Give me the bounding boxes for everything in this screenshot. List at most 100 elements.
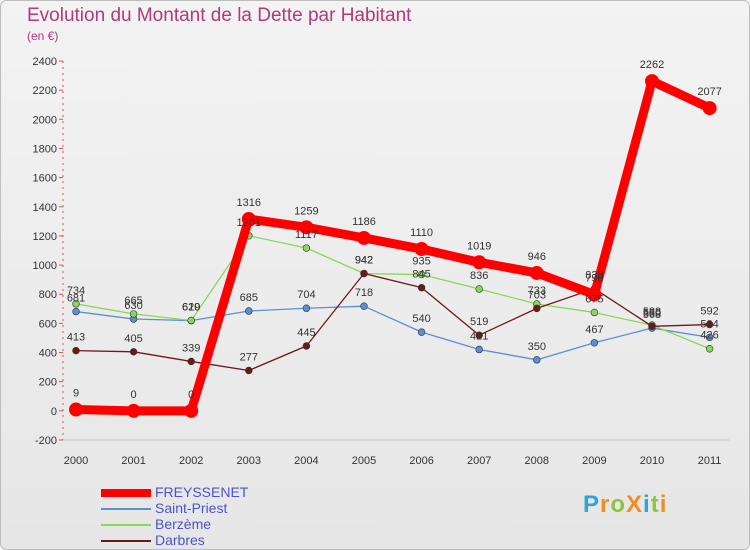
- series-line-darbres: [75, 272, 711, 372]
- data-point: [702, 101, 717, 116]
- logo-letter: t: [650, 491, 660, 518]
- x-tick-label: 2002: [179, 455, 203, 467]
- data-point: [187, 316, 195, 325]
- data-point: [705, 320, 714, 329]
- data-label: 1316: [237, 197, 261, 209]
- data-label: 413: [67, 332, 85, 344]
- data-point: [648, 322, 656, 330]
- legend-label: Berzème: [155, 516, 212, 532]
- data-point: [187, 357, 195, 366]
- data-label: 426: [700, 330, 718, 342]
- data-point: [72, 307, 80, 316]
- series-line-saint-priest: [75, 305, 711, 361]
- x-tick-label: 2011: [698, 455, 722, 467]
- data-point: [360, 269, 368, 278]
- data-point: [357, 230, 371, 245]
- data-point: [302, 342, 311, 350]
- data-point: [69, 402, 83, 417]
- data-label: 685: [240, 292, 258, 304]
- data-label: 0: [188, 389, 194, 401]
- data-label: 703: [528, 289, 546, 301]
- y-tick-label: 200: [39, 377, 57, 389]
- proxiti-logo: ProXiti: [583, 491, 667, 519]
- data-point: [587, 287, 602, 302]
- data-point: [302, 244, 311, 252]
- data-point: [129, 310, 138, 318]
- y-tick-label: 800: [39, 289, 57, 301]
- data-point: [475, 331, 483, 339]
- chart-title: Evolution du Montant de la Dette par Hab…: [27, 5, 412, 26]
- legend-swatch: [101, 508, 151, 510]
- data-label: 1117: [295, 229, 318, 241]
- data-label: 733: [528, 285, 546, 297]
- data-label: 2077: [697, 86, 721, 98]
- data-label: 704: [297, 289, 315, 301]
- data-point: [472, 255, 487, 270]
- data-label: 277: [240, 351, 258, 363]
- y-tick-label: -200: [35, 435, 57, 447]
- legend-label: FREYSSENET: [155, 484, 249, 500]
- legend-swatch: [101, 540, 151, 542]
- data-label: 1110: [410, 227, 433, 239]
- data-label: 619: [182, 302, 200, 314]
- data-label: 0: [131, 389, 137, 401]
- legend-swatch: [101, 489, 151, 497]
- data-point: [184, 403, 199, 418]
- data-label: 845: [412, 269, 430, 281]
- data-label: 718: [355, 287, 373, 299]
- data-label: 630: [124, 300, 142, 312]
- data-label: 519: [470, 316, 488, 328]
- logo-letter: P: [583, 491, 601, 518]
- data-label: 504: [700, 318, 718, 330]
- y-tick-label: 1800: [33, 143, 57, 155]
- y-tick-label: 400: [39, 348, 57, 360]
- logo-letter: r: [600, 491, 611, 518]
- series-line-berz-me: [75, 235, 711, 350]
- x-tick-label: 2006: [409, 455, 433, 467]
- data-point: [414, 242, 429, 257]
- data-label: 675: [585, 293, 603, 305]
- data-label: 681: [67, 293, 85, 305]
- data-point: [72, 346, 80, 355]
- y-tick-label: 2200: [33, 85, 57, 97]
- y-tick-label: 600: [39, 318, 57, 330]
- y-tick-label: 2000: [33, 114, 57, 126]
- data-point: [360, 302, 368, 310]
- data-point: [72, 300, 80, 308]
- data-label: 445: [297, 327, 315, 339]
- data-label: 942: [355, 255, 373, 267]
- data-label: 1259: [294, 205, 318, 217]
- data-label: 580: [643, 307, 661, 319]
- data-label: 568: [643, 309, 661, 321]
- data-label: 946: [528, 251, 546, 263]
- y-tick-label: 2400: [33, 56, 57, 68]
- y-tick-label: 0: [51, 406, 57, 418]
- legend-label: Darbres: [155, 532, 205, 548]
- data-label: 942: [355, 255, 373, 267]
- data-point: [241, 212, 256, 227]
- data-point: [529, 265, 544, 280]
- x-tick-label: 2001: [121, 455, 145, 467]
- data-point: [129, 348, 138, 356]
- x-tick-label: 2005: [352, 455, 376, 467]
- data-point: [705, 345, 714, 353]
- data-label: 1019: [467, 240, 491, 252]
- legend-swatch: [101, 524, 151, 526]
- data-label: 339: [182, 342, 200, 354]
- y-tick-label: 1600: [33, 173, 57, 185]
- x-tick-label: 2000: [64, 455, 88, 467]
- data-point: [533, 304, 541, 313]
- logo-letter: i: [659, 491, 668, 518]
- data-label: 2262: [640, 59, 664, 71]
- data-point: [245, 366, 253, 375]
- x-tick-label: 2008: [525, 455, 549, 467]
- series-line-freyssenet: [71, 76, 715, 416]
- logo-letter: o: [610, 491, 627, 518]
- data-point: [302, 304, 311, 312]
- x-tick-label: 2003: [237, 455, 261, 467]
- data-label: 421: [470, 330, 488, 342]
- data-label: 467: [585, 324, 603, 336]
- x-tick-label: 2010: [640, 455, 664, 467]
